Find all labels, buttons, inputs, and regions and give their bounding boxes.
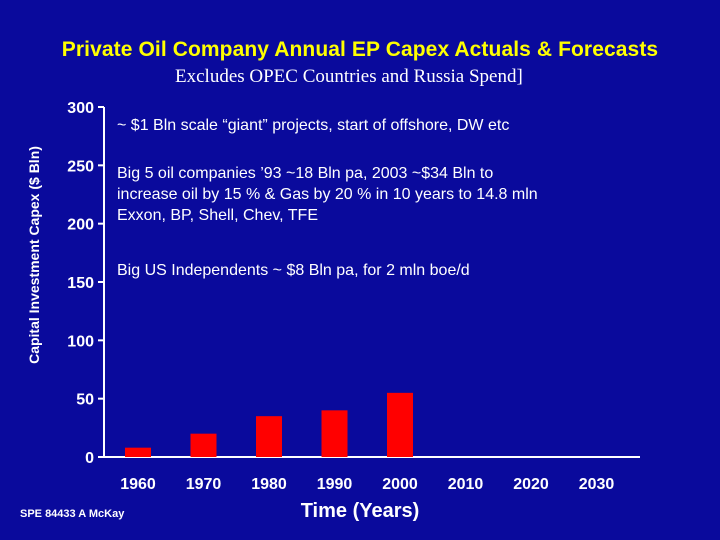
x-tick-label: 1990 (317, 476, 353, 493)
y-tick-label: 250 (67, 158, 94, 175)
bar (321, 410, 348, 457)
y-tick-label: 300 (67, 100, 94, 117)
y-tick-label: 100 (67, 333, 94, 350)
tick-labels: 0 50 100 150 200 250 300 1960 1970 1980 1990 2000 20… (67, 100, 614, 493)
annotation-big-five: Big 5 oil companies ’93 ~18 Bln pa, 2003… (117, 165, 538, 224)
bars (125, 392, 413, 457)
bar (256, 416, 282, 457)
bar (125, 447, 151, 457)
axes (98, 106, 640, 458)
x-tick-label: 1980 (251, 476, 287, 493)
x-tick-label: 2020 (513, 476, 549, 493)
x-tick-label: 1960 (120, 476, 156, 493)
annotation-us-independents: Big US Independents ~ $8 Bln pa, for 2 m… (117, 262, 470, 279)
bar (190, 433, 217, 457)
x-axis-label: Time (Years) (300, 500, 420, 522)
chart-title: Private Oil Company Annual EP Capex Actu… (61, 38, 659, 61)
y-tick-label: 50 (76, 392, 94, 409)
x-tick-label: 1970 (186, 476, 222, 493)
x-tick-label: 2010 (448, 476, 484, 493)
bar (387, 392, 413, 457)
y-tick-label: 0 (85, 450, 94, 467)
y-tick-label: 200 (67, 217, 94, 234)
x-tick-label: 2000 (382, 476, 418, 493)
annotation-giant-projects: ~ $1 Bln scale “giant” projects, start o… (117, 117, 510, 134)
y-tick-label: 150 (67, 275, 94, 292)
chart-subtitle: Excludes OPEC Countries and Russia Spend… (175, 66, 523, 87)
x-tick-label: 2030 (579, 476, 615, 493)
footer-reference: SPE 84433 A McKay (20, 508, 125, 520)
